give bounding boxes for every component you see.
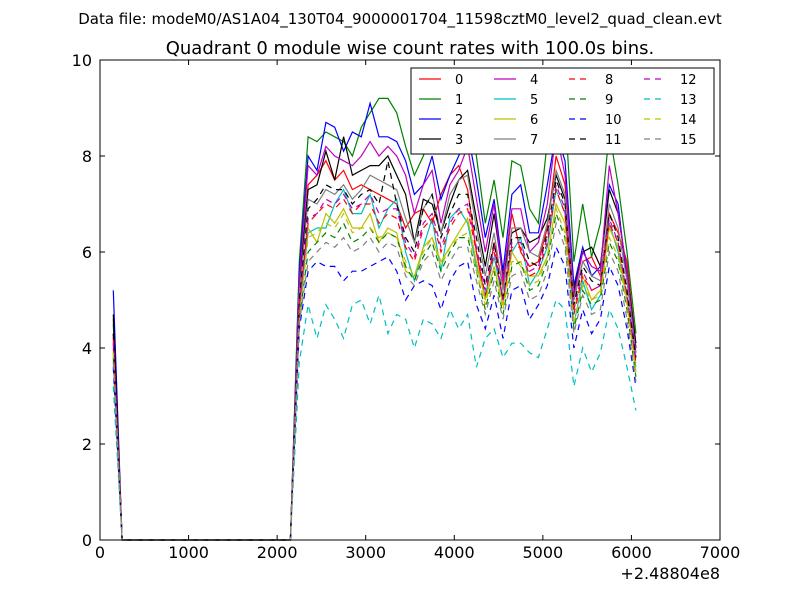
series-line-5: [112, 187, 637, 541]
legend-label: 0: [455, 73, 463, 88]
legend-label: 2: [455, 113, 463, 128]
x-tick-label: 6000: [611, 543, 652, 562]
x-axis-offset-label: +2.48804e8: [620, 564, 720, 583]
legend-label: 5: [530, 93, 538, 108]
y-tick-label: 6: [82, 243, 92, 262]
series-line-6: [112, 201, 637, 541]
legend-label: 10: [605, 113, 622, 128]
y-tick-label: 10: [72, 51, 92, 70]
legend-label: 8: [605, 73, 613, 88]
x-tick-label: 0: [95, 543, 105, 562]
series-layer: [112, 97, 637, 541]
legend-label: 13: [680, 93, 697, 108]
series-line-14: [112, 206, 637, 541]
plot-frame: [99, 59, 721, 541]
y-tick-label: 2: [82, 435, 92, 454]
y-tick-label: 4: [82, 339, 92, 358]
data-file-suptitle: Data file: modeM0/AS1A04_130T04_90000017…: [78, 10, 722, 29]
series-line-8: [112, 187, 637, 541]
x-tick-label: 7000: [700, 543, 741, 562]
series-line-13: [112, 292, 637, 541]
series-line-9: [112, 211, 637, 541]
series-line-11: [112, 160, 637, 541]
legend-label: 15: [680, 133, 697, 148]
y-tick-label: 0: [82, 531, 92, 550]
chart-title: Quadrant 0 module wise count rates with …: [166, 38, 655, 59]
x-tick-label: 4000: [434, 543, 475, 562]
legend-label: 9: [605, 93, 613, 108]
legend-box: [410, 67, 715, 155]
legend-label: 1: [455, 93, 463, 108]
x-tick-label: 5000: [522, 543, 563, 562]
series-line-2: [112, 100, 637, 541]
series-line-7: [112, 168, 637, 541]
series-line-12: [112, 182, 637, 541]
series-line-10: [112, 245, 637, 541]
legend-label: 12: [680, 73, 697, 88]
legend-label: 4: [530, 73, 538, 88]
legend-label: 3: [455, 133, 463, 148]
series-line-1: [112, 97, 637, 541]
legend-label: 11: [605, 133, 622, 148]
legend-label: 6: [530, 113, 538, 128]
x-tick-label: 2000: [257, 543, 298, 562]
legend-label: 14: [680, 113, 697, 128]
legend-label: 7: [530, 133, 538, 148]
x-tick-label: 3000: [345, 543, 386, 562]
y-tick-label: 8: [82, 147, 92, 166]
x-tick-label: 1000: [168, 543, 209, 562]
series-line-15: [112, 220, 637, 541]
